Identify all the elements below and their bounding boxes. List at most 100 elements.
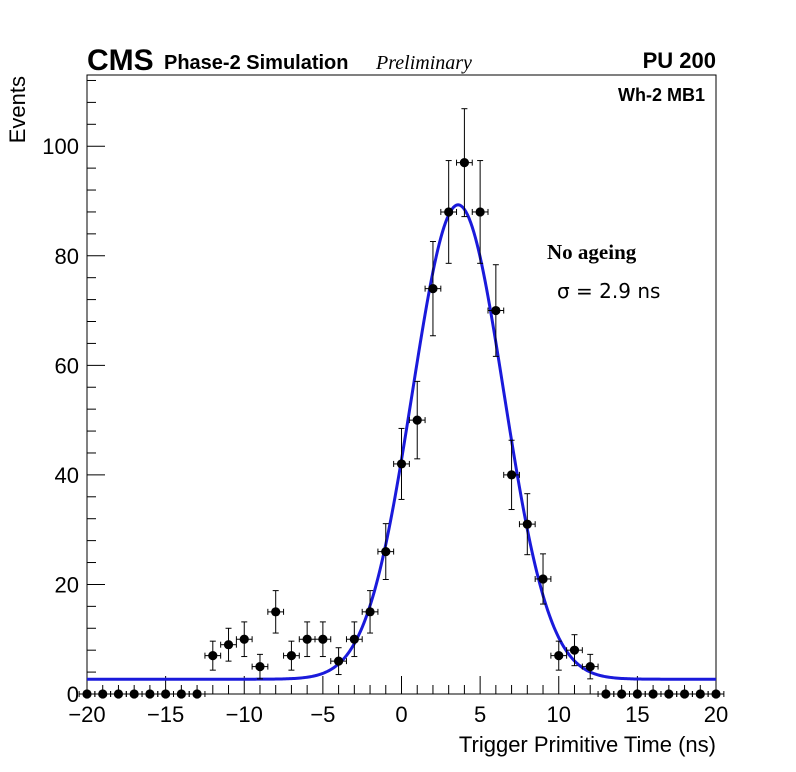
data-point [660,689,678,699]
x-axis-label: Trigger Primitive Time (ns) [459,732,716,757]
x-tick-labels: −20 −15 −10 −5 0 5 10 15 20 [68,702,728,727]
data-marker [255,662,265,672]
data-marker [585,662,595,672]
data-marker [145,689,155,699]
data-point [345,621,363,658]
data-point [220,627,237,662]
data-point [267,590,285,634]
data-marker [318,634,328,644]
data-point [125,689,143,699]
data-marker [711,689,721,699]
data-marker [475,207,485,217]
data-point [157,689,174,699]
data-point [440,160,458,264]
data-point [330,647,347,676]
data-marker [601,689,611,699]
y-axis-label: Events [5,76,30,143]
resolution-label: σ = 2.9 ns [557,279,660,303]
data-point [503,439,520,511]
experiment-label: CMS [87,44,154,77]
y-tick-label: 20 [55,572,79,597]
data-point [613,689,631,699]
data-point [251,653,269,680]
x-tick-label: −5 [310,702,335,727]
data-point [110,689,127,699]
data-point [456,108,473,218]
data-point [707,689,725,699]
data-point [298,621,316,658]
data-marker [334,656,344,666]
data-marker [271,607,281,617]
x-tick-label: 15 [625,702,649,727]
x-tick-label: 20 [704,702,728,727]
data-point [691,689,709,699]
data-point [487,264,505,357]
data-point [204,640,222,671]
data-point [550,640,568,671]
condition-label: No ageing [547,240,637,264]
data-point [78,689,96,699]
data-point [393,427,410,500]
data-point [94,689,112,699]
x-tick-label: 0 [395,702,407,727]
station-label: Wh-2 MB1 [618,85,705,105]
status-label: Preliminary [375,52,472,74]
data-marker [365,607,375,617]
data-point [283,640,300,671]
data-marker [444,207,454,217]
data-points [78,108,725,699]
data-marker [554,651,564,661]
y-tick-label: 60 [55,353,79,378]
data-point [518,493,536,556]
data-point [597,689,615,699]
data-marker [113,689,124,699]
data-marker [569,645,580,655]
data-marker [412,415,422,425]
data-marker [192,689,202,699]
data-point [566,634,583,667]
data-marker [129,689,139,699]
pileup-label: PU 200 [643,48,716,73]
data-point [676,689,693,699]
data-marker [396,459,407,469]
data-marker [223,640,234,650]
data-marker [208,651,218,661]
x-tick-label: −10 [226,702,263,727]
data-marker [506,470,517,480]
data-point [361,590,379,634]
data-marker [239,634,249,644]
data-marker [664,689,674,699]
data-marker [648,689,658,699]
data-marker [491,305,501,316]
data-marker [176,689,186,699]
data-marker [302,634,312,644]
data-point [235,621,253,658]
data-marker [161,689,171,699]
data-marker [381,546,391,557]
data-marker [98,689,108,699]
y-tick-label: 0 [67,682,79,707]
data-marker [459,158,469,168]
y-tick-label: 80 [55,244,79,269]
data-marker [695,689,705,699]
y-tick-label: 100 [42,134,79,159]
data-point [644,689,662,699]
data-marker [632,689,642,699]
data-point [534,553,552,605]
x-tick-label: 10 [547,702,571,727]
data-point [377,523,395,581]
data-point [581,653,599,680]
data-point [188,689,206,699]
data-point [471,160,489,264]
data-point [408,380,426,460]
data-marker [617,689,627,699]
data-marker [82,689,92,699]
data-marker [349,634,359,644]
data-marker [538,574,548,584]
plot-frame [86,74,717,695]
x-tick-label: 5 [474,702,486,727]
data-marker [428,284,438,294]
data-point [172,689,190,699]
x-tick-label: −20 [68,702,105,727]
